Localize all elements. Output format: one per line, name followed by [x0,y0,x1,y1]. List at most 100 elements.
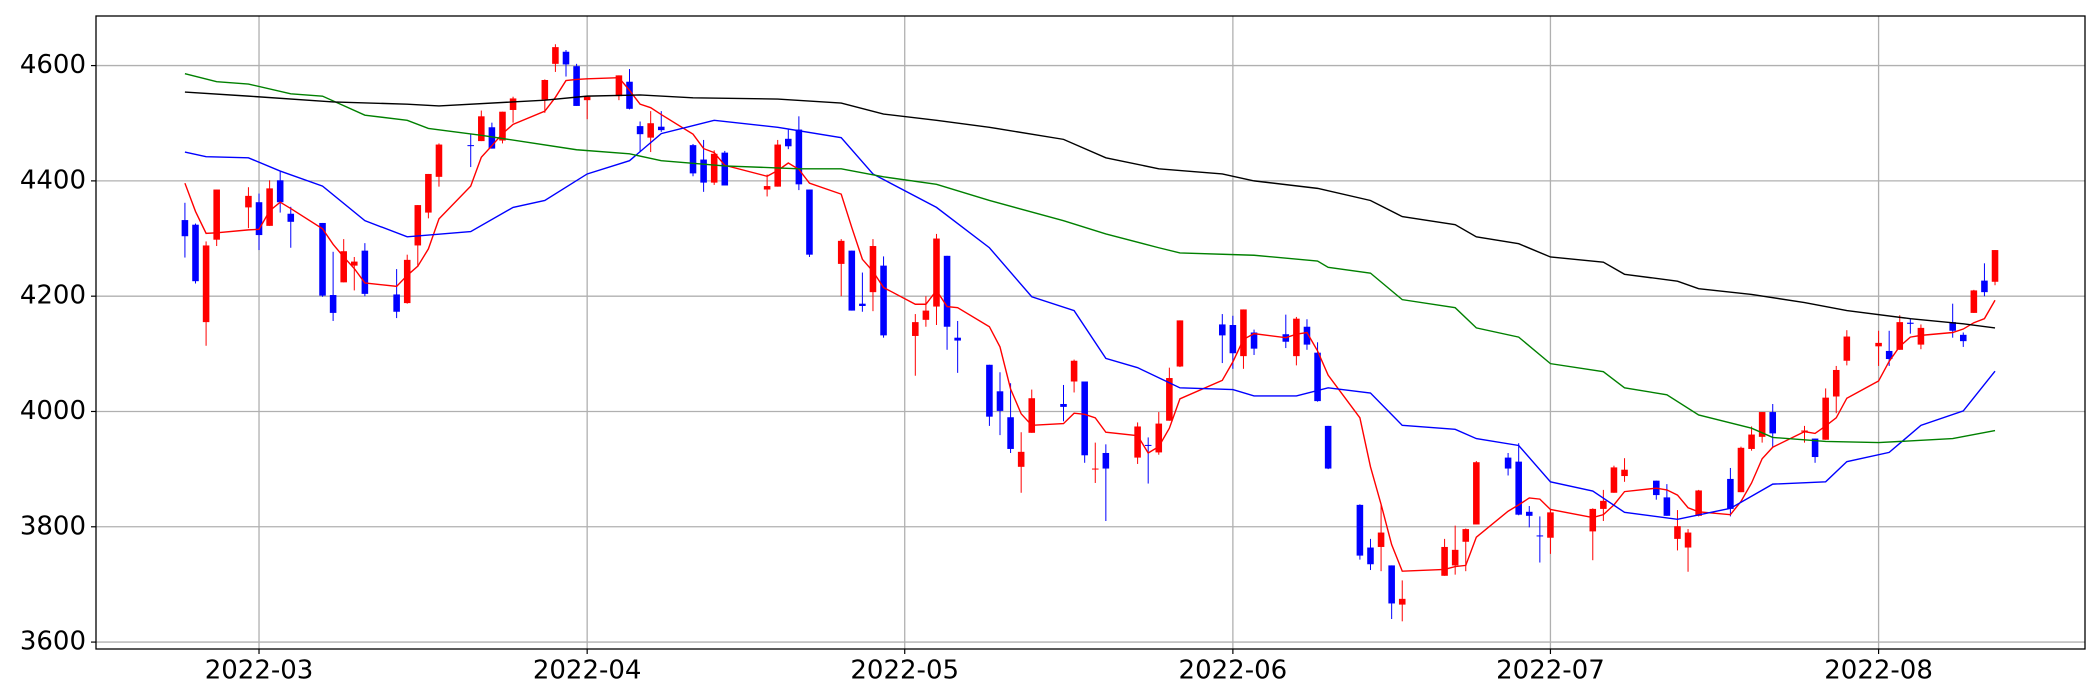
candle-body [541,79,549,100]
moving-average-line [184,72,1996,444]
candle-body [573,66,580,106]
candle-body [583,96,591,101]
candle-body [1367,547,1374,565]
candle-body [1324,425,1332,469]
candle-body [795,129,803,185]
x-tick-label: 2022-08 [1824,656,1933,686]
candle-body [1314,352,1321,402]
candle-body [181,220,189,237]
y-tick-label: 4400 [20,165,86,195]
candle-body [1589,508,1597,532]
candle-body [1229,325,1237,354]
candle-body [1832,369,1840,397]
candle-body [1293,318,1300,357]
candle-body [996,391,1004,411]
candle-body [509,98,517,110]
candle-body [1028,398,1036,433]
candle-body [393,294,400,312]
candle-body [1737,447,1745,493]
candle-body [954,337,961,341]
candle-body [467,145,475,147]
candle-body [657,126,665,131]
y-tick-label: 4600 [20,50,86,80]
candle-body [351,261,358,266]
candle-body [1896,322,1904,350]
candle-body [1610,467,1618,493]
candle-body [276,180,284,203]
candle-body [245,195,252,208]
plot-frame [95,15,2086,650]
candle-body [986,364,993,417]
candle-body [785,138,792,147]
candle-body [435,144,443,177]
candle-body [319,222,326,296]
candle-body [1822,397,1829,440]
candle-body [1219,324,1226,336]
candle-body [848,250,856,311]
candle-body [552,47,559,64]
candle-body [763,186,771,190]
candle-body [1356,504,1364,556]
candle-body [1621,469,1628,477]
candle-body [361,250,369,294]
candle-body [1102,452,1110,469]
candle-body [329,295,337,313]
candle-body [1875,342,1882,347]
x-tick-label: 2022-05 [850,656,959,686]
candle-body [700,159,707,183]
candle-body [1250,332,1258,349]
candle-body [806,189,813,255]
candle-body [1134,426,1141,458]
candle-body [192,224,199,282]
moving-average-line [184,76,1996,572]
candle-body [774,144,781,187]
candle-body [1811,438,1819,458]
candle-body [1674,526,1681,539]
candle-body [1949,322,1956,331]
candle-body [1600,500,1607,509]
candle-body [202,245,210,323]
candle-body [1970,290,1978,313]
candle-body [1070,360,1078,382]
y-tick-label: 3800 [20,511,86,541]
candle-body [1547,512,1554,538]
candle-body [1907,322,1914,324]
candle-body [1515,461,1522,515]
candle-body [1843,336,1851,361]
candle-body [1091,468,1099,470]
candle-body [615,75,623,97]
candle-body [1727,478,1734,509]
candle-body [1007,417,1014,449]
candle-body [1441,546,1448,576]
candle-body [266,188,273,226]
candle-body [1748,434,1755,449]
candle-body [414,205,422,246]
y-tick-label: 3600 [20,627,86,657]
candle-body [1176,320,1184,367]
candle-body [1536,535,1544,537]
candle-body [340,251,347,283]
candle-body [1504,457,1512,469]
x-tick-label: 2022-03 [205,656,314,686]
x-tick-label: 2022-06 [1179,656,1288,686]
candle-body [478,116,485,142]
candle-body [1885,350,1893,360]
candle-body [1303,326,1311,345]
candle-body [562,51,570,65]
candle-body [1017,451,1025,467]
candle-body [1388,565,1395,604]
candle-body [403,259,411,304]
moving-average-line [184,119,1996,520]
candle-body [1684,532,1692,548]
candle-body [425,173,432,213]
candle-body [1462,529,1470,542]
candle-body [912,322,919,336]
candle-body [499,111,506,141]
y-tick-label: 4000 [20,396,86,426]
candle-body [1155,423,1163,453]
y-tick-label: 4200 [20,281,86,311]
candle-body [1473,462,1480,525]
candle-body [213,189,220,240]
